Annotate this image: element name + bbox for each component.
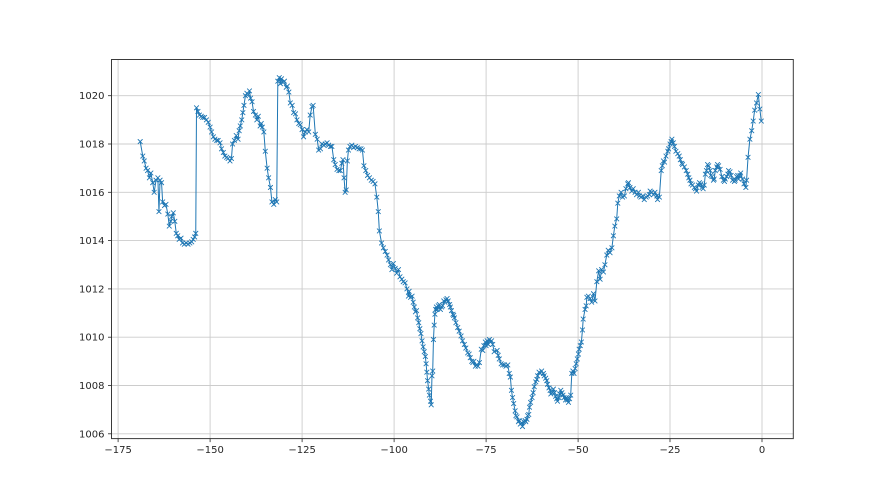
pressure-series-markers [137, 75, 764, 430]
pressure-series [137, 75, 764, 430]
x-tick-label: 0 [759, 445, 765, 456]
axes-frame [111, 59, 794, 440]
x-tick-label: −50 [568, 445, 589, 456]
y-tick-label: 1008 [79, 381, 104, 392]
y-tick-label: 1006 [79, 429, 104, 440]
y-tick-label: 1018 [79, 140, 104, 151]
y-tick-label: 1012 [79, 284, 104, 295]
tick-label-layer: −175 −150 −125 −100 −75 −50 −25 0 1006 1008 1010 10… [79, 91, 765, 456]
x-tick-label: −100 [380, 445, 407, 456]
tick-layer [108, 95, 763, 443]
plot-area [111, 59, 794, 439]
x-tick-label: −150 [196, 445, 223, 456]
y-tick-label: 1020 [79, 91, 104, 102]
grid-layer [111, 59, 794, 439]
x-tick-label: −25 [659, 445, 680, 456]
x-tick-label: −125 [288, 445, 315, 456]
x-tick-label: −75 [476, 445, 497, 456]
y-tick-label: 1014 [79, 236, 104, 247]
x-tick-label: −175 [104, 445, 131, 456]
y-tick-label: 1016 [79, 188, 104, 199]
y-tick-label: 1010 [79, 333, 104, 344]
